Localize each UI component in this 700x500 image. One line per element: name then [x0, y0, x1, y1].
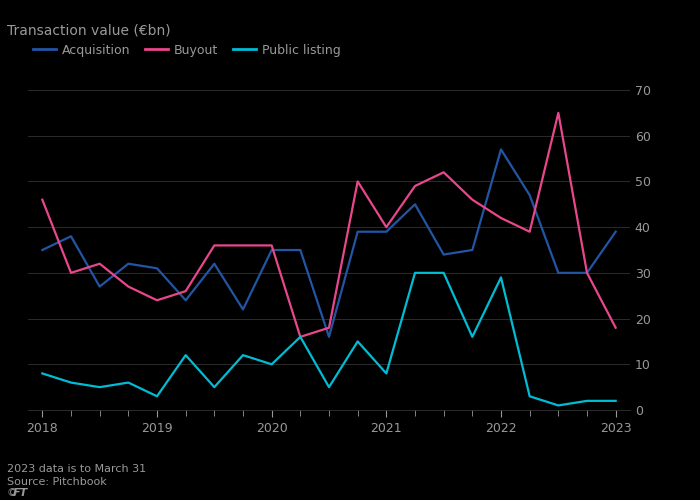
Public listing [325, 384, 333, 390]
Public listing [583, 398, 592, 404]
Legend: Acquisition, Buyout, Public listing: Acquisition, Buyout, Public listing [28, 38, 346, 62]
Text: Source: Pitchbook: Source: Pitchbook [7, 477, 106, 487]
Buyout [526, 228, 534, 234]
Line: Buyout: Buyout [42, 113, 616, 337]
Public listing [468, 334, 477, 340]
Acquisition [153, 266, 161, 272]
Public listing [411, 270, 419, 276]
Acquisition [95, 284, 104, 290]
Acquisition [210, 260, 218, 266]
Acquisition [612, 228, 620, 234]
Acquisition [411, 202, 419, 207]
Text: FT: FT [13, 488, 28, 498]
Acquisition [38, 247, 46, 253]
Buyout [382, 224, 391, 230]
Public listing [296, 334, 304, 340]
Text: Transaction value (€bn): Transaction value (€bn) [7, 24, 171, 38]
Buyout [497, 215, 505, 221]
Public listing [354, 338, 362, 344]
Buyout [267, 242, 276, 248]
Public listing [210, 384, 218, 390]
Public listing [66, 380, 75, 386]
Public listing [38, 370, 46, 376]
Acquisition [296, 247, 304, 253]
Text: ©: © [7, 488, 22, 498]
Buyout [296, 334, 304, 340]
Buyout [181, 288, 190, 294]
Public listing [382, 370, 391, 376]
Acquisition [526, 192, 534, 198]
Public listing [181, 352, 190, 358]
Acquisition [440, 252, 448, 258]
Acquisition [66, 234, 75, 239]
Buyout [124, 284, 132, 290]
Buyout [583, 270, 592, 276]
Buyout [95, 260, 104, 266]
Public listing [526, 394, 534, 400]
Public listing [440, 270, 448, 276]
Acquisition [583, 270, 592, 276]
Public listing [153, 394, 161, 400]
Buyout [325, 324, 333, 330]
Public listing [267, 362, 276, 368]
Acquisition [382, 228, 391, 234]
Buyout [440, 170, 448, 175]
Public listing [239, 352, 247, 358]
Public listing [554, 402, 563, 408]
Acquisition [239, 306, 247, 312]
Acquisition [497, 146, 505, 152]
Public listing [95, 384, 104, 390]
Public listing [124, 380, 132, 386]
Buyout [153, 298, 161, 304]
Public listing [497, 274, 505, 280]
Buyout [38, 196, 46, 202]
Buyout [66, 270, 75, 276]
Buyout [411, 183, 419, 189]
Line: Acquisition: Acquisition [42, 150, 616, 337]
Public listing [612, 398, 620, 404]
Buyout [239, 242, 247, 248]
Buyout [554, 110, 563, 116]
Acquisition [124, 260, 132, 266]
Buyout [210, 242, 218, 248]
Acquisition [325, 334, 333, 340]
Buyout [354, 178, 362, 184]
Buyout [612, 324, 620, 330]
Acquisition [554, 270, 563, 276]
Acquisition [354, 228, 362, 234]
Acquisition [468, 247, 477, 253]
Acquisition [267, 247, 276, 253]
Acquisition [181, 298, 190, 304]
Text: 2023 data is to March 31: 2023 data is to March 31 [7, 464, 146, 474]
Line: Public listing: Public listing [42, 273, 616, 406]
Buyout [468, 196, 477, 202]
